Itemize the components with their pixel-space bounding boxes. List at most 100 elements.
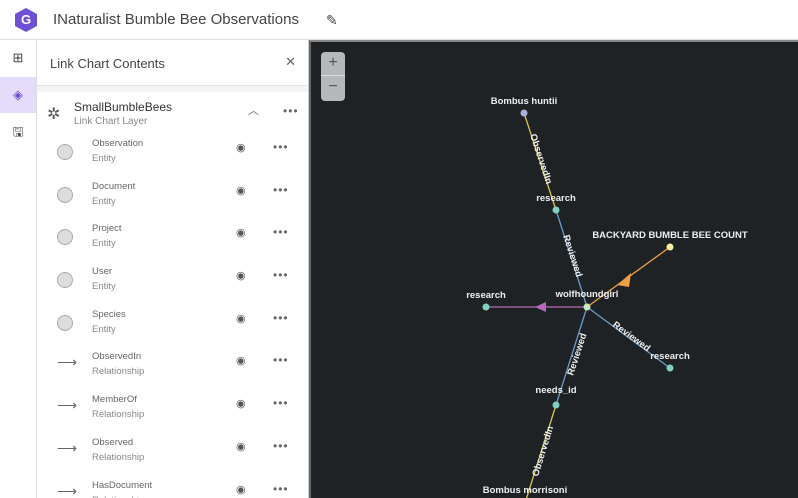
node-label: Bombus morrisoni [483, 485, 567, 496]
list-item[interactable]: Document Entity ◉ ••• [37, 175, 308, 218]
node-label: needs_id [535, 385, 576, 396]
more-options-icon[interactable]: ••• [273, 310, 289, 325]
more-options-icon[interactable]: ••• [273, 396, 289, 411]
zoom-out-button[interactable]: − [328, 78, 338, 95]
edge-arrow [617, 273, 631, 287]
edge-label: Reviewed [610, 320, 652, 355]
node-needs-id[interactable] [552, 401, 560, 409]
zoom-controls: + − [321, 52, 345, 101]
sidebar-rail: ⊞ ◈ 🖫 [0, 40, 37, 498]
node-label: wolfhoundgirl [555, 289, 619, 300]
item-name: ObservedIn [92, 351, 142, 363]
visibility-eye-icon[interactable]: ◉ [236, 270, 246, 283]
node-backyard[interactable] [666, 243, 674, 251]
item-name: MemberOf [92, 394, 137, 406]
more-options-icon[interactable]: ••• [273, 140, 289, 154]
link-chart-canvas[interactable]: + − ObservedIn Reviewed Reviewed Reviewe… [309, 40, 798, 498]
edge-label: ObservedIn [530, 424, 556, 477]
edge-arrow [535, 302, 546, 312]
list-item[interactable]: ⟶ ObservedIn Relationship ◉ ••• [37, 345, 308, 388]
layers-icon[interactable]: ◈ [0, 77, 36, 113]
edge-reviewed-1[interactable] [555, 209, 588, 308]
more-options-icon[interactable]: ••• [273, 182, 289, 197]
node-label: research [536, 193, 576, 204]
item-type: Entity [92, 238, 116, 250]
arrow-right-icon: ⟶ [57, 397, 78, 414]
edge-observedin-1[interactable] [523, 112, 557, 211]
item-name: Document [92, 180, 136, 192]
list-item[interactable]: Species Entity ◉ ••• [37, 303, 308, 346]
entity-circle-icon [57, 314, 73, 331]
arrow-right-icon: ⟶ [57, 482, 78, 498]
visibility-eye-icon[interactable]: ◉ [236, 184, 246, 197]
arrow-right-icon: ⟶ [57, 354, 78, 371]
layer-item[interactable]: ✲ SmallBumbleBees Link Chart Layer ︿ ••• [37, 92, 308, 132]
node-label: research [466, 290, 506, 301]
item-name: Species [92, 308, 126, 320]
list-item[interactable]: ⟶ MemberOf Relationship ◉ ••• [37, 388, 308, 431]
item-type: Relationship [92, 366, 145, 378]
edge-observedin-2[interactable] [525, 404, 557, 498]
more-options-icon[interactable]: ••• [273, 268, 289, 283]
list-item[interactable]: User Entity ◉ ••• [37, 260, 308, 303]
item-name: Project [92, 223, 122, 235]
list-item[interactable]: ⟶ HasDocument Relationship ◉ ••• [37, 474, 308, 498]
node-research[interactable] [666, 364, 674, 372]
zoom-in-button[interactable]: + [321, 52, 345, 76]
list-item[interactable]: Observation Entity ◉ ••• [37, 132, 308, 175]
list-item[interactable]: Project Entity ◉ ••• [37, 217, 308, 260]
node-research[interactable] [482, 303, 490, 311]
visibility-eye-icon[interactable]: ◉ [236, 398, 246, 411]
chevron-up-icon[interactable]: ︿ [248, 105, 259, 117]
visibility-eye-icon[interactable]: ◉ [236, 355, 246, 368]
visibility-eye-icon[interactable]: ◉ [236, 227, 246, 240]
item-type: Entity [92, 153, 116, 164]
node-bombus-huntii[interactable] [520, 109, 528, 117]
link-chart-contents-panel: Link Chart Contents ✕ ✲ SmallBumbleBees … [37, 40, 309, 498]
link-chart-icon[interactable]: ⊞ [12, 50, 24, 65]
more-options-icon[interactable]: ••• [273, 353, 289, 368]
layer-type: Link Chart Layer [74, 116, 148, 127]
node-label: research [650, 351, 690, 362]
visibility-eye-icon[interactable]: ◉ [236, 142, 246, 154]
item-type: Entity [92, 323, 116, 335]
more-options-icon[interactable]: ••• [283, 104, 299, 118]
edge-label: Reviewed [560, 234, 584, 279]
more-options-icon[interactable]: ••• [273, 481, 289, 496]
app-header: G INaturalist Bumble Bee Observations ✎ [0, 0, 798, 40]
edge-reviewed-3[interactable] [555, 306, 588, 406]
list-item[interactable]: ⟶ Observed Relationship ◉ ••• [37, 431, 308, 474]
entity-circle-icon [57, 229, 73, 246]
node-wolfhoundgirl[interactable] [583, 303, 591, 311]
item-name: User [92, 266, 113, 278]
app-logo: G [15, 8, 37, 32]
edge-label: Reviewed [565, 332, 589, 377]
node-label: Bombus huntii [491, 96, 558, 107]
arrow-right-icon: ⟶ [57, 439, 78, 456]
panel-title: Link Chart Contents [50, 56, 165, 71]
item-name: Observation [92, 138, 144, 149]
item-type: Relationship [92, 495, 144, 498]
entity-circle-icon [57, 144, 73, 160]
item-name: HasDocument [92, 479, 153, 491]
item-type: Entity [92, 281, 116, 293]
item-type: Entity [92, 195, 116, 207]
edge-reviewed-2[interactable] [586, 306, 671, 369]
item-type: Relationship [92, 451, 145, 463]
close-icon[interactable]: ✕ [285, 54, 296, 69]
edge-label: ObservedIn [527, 132, 554, 185]
layer-name: SmallBumbleBees [74, 100, 173, 114]
node-research[interactable] [552, 206, 560, 214]
save-icon[interactable]: 🖫 [12, 124, 24, 139]
visibility-eye-icon[interactable]: ◉ [236, 312, 246, 325]
entity-circle-icon [57, 186, 73, 203]
visibility-eye-icon[interactable]: ◉ [236, 483, 246, 496]
page-title: INaturalist Bumble Bee Observations [53, 11, 299, 28]
entity-circle-icon [57, 272, 73, 289]
node-label: BACKYARD BUMBLE BEE COUNT [592, 230, 748, 241]
network-icon: ✲ [47, 106, 61, 123]
more-options-icon[interactable]: ••• [273, 438, 289, 453]
visibility-eye-icon[interactable]: ◉ [236, 440, 246, 453]
edit-title-pencil-icon[interactable]: ✎ [326, 12, 338, 28]
more-options-icon[interactable]: ••• [273, 225, 289, 240]
